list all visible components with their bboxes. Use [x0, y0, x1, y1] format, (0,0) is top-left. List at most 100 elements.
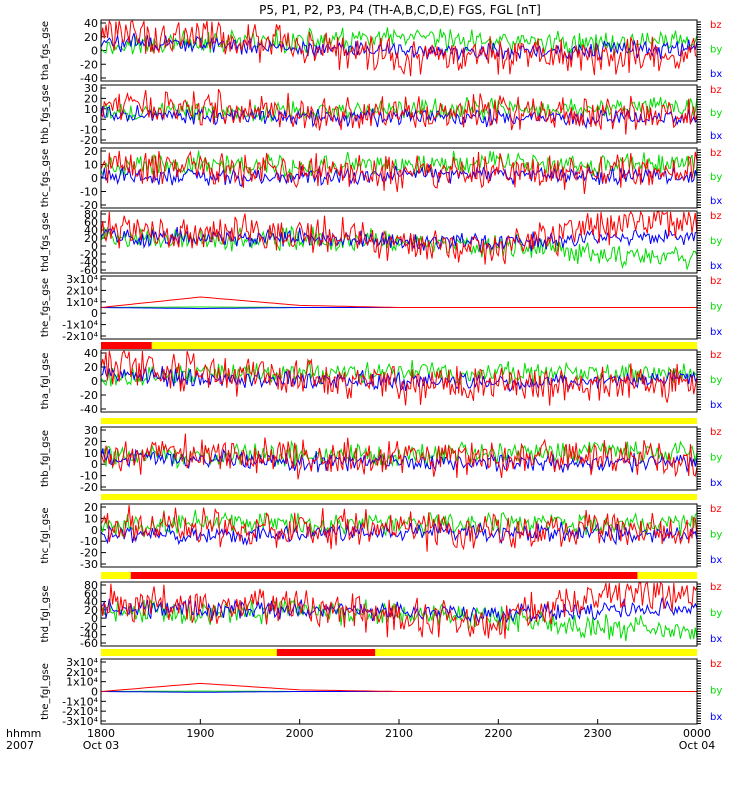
series-bz [100, 433, 698, 480]
y-tick-label: -3x10⁴ [62, 715, 98, 728]
status-bar-segment [276, 649, 376, 656]
legend-bz: bz [710, 427, 722, 438]
y-axis-label: thc_fgl_gse [40, 507, 51, 563]
legend-bz: bz [710, 211, 722, 222]
legend-by: by [710, 45, 722, 56]
y-tick-label: 0 [91, 524, 98, 537]
legend-bz: bz [710, 276, 722, 287]
y-tick-label: 20 [84, 232, 98, 245]
y-tick-label: -10 [80, 470, 98, 483]
x-tick-label: 2000 [286, 727, 314, 740]
legend-bx: bx [710, 555, 722, 566]
series-bz [100, 504, 698, 552]
y-tick-label: -20 [80, 248, 98, 261]
series-bx [100, 105, 698, 130]
y-tick-label: -2x10⁴ [62, 330, 98, 343]
y-tick-label: -20 [80, 58, 98, 71]
y-tick-label: -1x10⁴ [62, 319, 98, 332]
y-tick-label: -20 [80, 199, 98, 212]
y-tick-label: -60 [80, 637, 98, 650]
status-bar-segment [101, 342, 152, 349]
y-tick-label: 20 [84, 501, 98, 514]
legend-bx: bx [710, 69, 722, 80]
panel-frame [100, 349, 698, 413]
y-tick-label: 10 [84, 447, 98, 460]
y-tick-label: -40 [80, 403, 98, 416]
y-axis-label: thb_fgs_gse [40, 84, 51, 143]
x-tick-label: 1900 [186, 727, 214, 740]
y-tick-label: 40 [84, 596, 98, 609]
y-axis-label: tha_fgs_gse [40, 21, 51, 80]
series-bx [100, 226, 698, 253]
y-tick-label: 10 [84, 159, 98, 172]
y-tick-label: 20 [84, 31, 98, 44]
x-tick-label: 2200 [484, 727, 512, 740]
y-tick-label: 10 [84, 512, 98, 525]
status-bar [101, 649, 697, 656]
legend-bz: bz [710, 504, 722, 515]
y-tick-label: 0 [91, 612, 98, 625]
y-axis-label: tha_fgl_gse [40, 353, 51, 410]
legend-bx: bx [710, 478, 722, 489]
legend-bx: bx [710, 131, 722, 142]
y-tick-label: -20 [80, 547, 98, 560]
legend-bz: bz [710, 20, 722, 31]
status-bar [101, 494, 697, 500]
y-tick-label: 0 [91, 686, 98, 699]
y-tick-label: 10 [84, 103, 98, 116]
y-axis-label: thb_fgl_gse [40, 430, 51, 487]
y-tick-label: 40 [84, 224, 98, 237]
legend-bx: bx [710, 261, 722, 272]
series-bz [100, 210, 698, 265]
y-tick-label: 1x10⁴ [66, 296, 99, 309]
y-tick-label: -10 [80, 186, 98, 199]
y-tick-label: -10 [80, 124, 98, 137]
y-tick-label: -1x10⁴ [62, 695, 98, 708]
y-tick-label: -10 [80, 535, 98, 548]
series-bz [100, 19, 698, 77]
series-bz [100, 296, 697, 308]
y-tick-label: 0 [91, 113, 98, 126]
series-bz [100, 582, 698, 639]
legend-by: by [710, 108, 722, 119]
legend-bz: bz [710, 148, 722, 159]
y-tick-label: 0 [91, 172, 98, 185]
series-by [100, 359, 698, 387]
y-tick-label: 20 [84, 435, 98, 448]
y-tick-label: 30 [84, 82, 98, 95]
y-tick-label: -40 [80, 629, 98, 642]
legend-by: by [710, 686, 722, 697]
y-axis-label: thc_fgs_gse [40, 149, 51, 208]
legend-bx: bx [710, 712, 722, 723]
series-bz [100, 88, 698, 135]
y-axis-label: the_fgl_gse [40, 663, 51, 720]
y-tick-label: 0 [91, 307, 98, 320]
y-tick-label: -20 [80, 481, 98, 494]
y-tick-label: 3x10⁴ [66, 656, 99, 669]
legend-bz: bz [710, 582, 722, 593]
series-by [100, 597, 698, 642]
legend-by: by [710, 375, 722, 386]
y-tick-label: 2x10⁴ [66, 284, 99, 297]
x-tick-label: 2300 [584, 727, 612, 740]
y-tick-label: -20 [80, 134, 98, 147]
y-tick-label: 20 [84, 92, 98, 105]
y-tick-label: 30 [84, 424, 98, 437]
axis-row-label-hhmm: hhmm [6, 727, 41, 740]
y-tick-label: 3x10⁴ [66, 273, 99, 286]
panel-frame [100, 581, 698, 647]
status-bar [101, 418, 697, 424]
axis-row-label-year: 2007 [6, 739, 34, 752]
legend-bz: bz [710, 659, 722, 670]
legend-by: by [710, 302, 722, 313]
status-bar [101, 342, 697, 349]
y-tick-label: 40 [84, 17, 98, 30]
legend-bx: bx [710, 400, 722, 411]
y-tick-label: 80 [84, 208, 98, 221]
